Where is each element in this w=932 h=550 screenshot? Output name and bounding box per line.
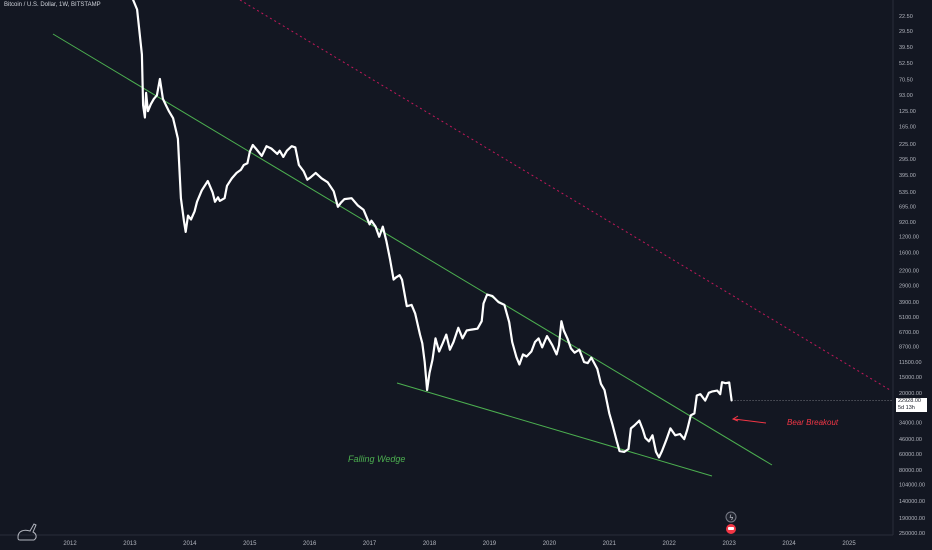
- price-tick-label: 39.50: [899, 45, 913, 51]
- time-tick-label: 2023: [722, 541, 736, 547]
- price-tick-label: 52.50: [899, 61, 913, 67]
- price-tick-label: 920.00: [899, 220, 916, 226]
- breakout-arrow-head: [731, 415, 739, 422]
- price-tick-label: 695.00: [899, 204, 916, 210]
- price-tick-label: 225.00: [899, 142, 916, 148]
- time-tick-label: 2022: [663, 541, 677, 547]
- time-tick-label: 2020: [543, 541, 557, 547]
- earnings-glyph-icon: [728, 527, 734, 530]
- time-tick-label: 2021: [603, 541, 617, 547]
- price-tick-label: 104000.00: [899, 482, 925, 488]
- current-price-label: 22928.00: [898, 398, 921, 404]
- breakout-arrow: [733, 418, 767, 424]
- price-tick-label: 2200.00: [899, 268, 919, 274]
- price-tick-label: 8700.00: [899, 345, 919, 351]
- price-tick-label: 22.50: [899, 14, 913, 20]
- price-tick-label: 29.50: [899, 29, 913, 35]
- time-tick-label: 2014: [183, 541, 197, 547]
- time-tick-label: 2012: [63, 541, 77, 547]
- price-tick-label: 1600.00: [899, 251, 919, 257]
- wedge-upper-line[interactable]: [52, 33, 773, 466]
- price-tick-label: 1200.00: [899, 235, 919, 241]
- price-series-line[interactable]: [131, 0, 733, 459]
- price-tick-label: 190000.00: [899, 516, 925, 522]
- time-tick-label: 2024: [782, 541, 796, 547]
- current-price-tag: 22928.00 5d 13h: [895, 397, 928, 413]
- annotation-falling-wedge: Falling Wedge: [348, 454, 405, 464]
- price-tick-label: 125.00: [899, 109, 916, 115]
- price-tick-label: 3900.00: [899, 300, 919, 306]
- time-axis[interactable]: 2012 2013 2014 2015 2016 2017 2018 2019 2020 2021…: [63, 541, 856, 547]
- price-tick-label: 140000.00: [899, 499, 925, 505]
- price-tick-label: 46000.00: [899, 437, 922, 443]
- time-tick-label: 2015: [243, 541, 257, 547]
- price-tick-label: 20000.00: [899, 391, 922, 397]
- dashed-trend-line[interactable]: [239, 0, 891, 391]
- time-tick-label: 2018: [423, 541, 437, 547]
- time-tick-label: 2017: [363, 541, 377, 547]
- wedge-lower-line[interactable]: [396, 382, 713, 477]
- price-tick-label: 295.00: [899, 157, 916, 163]
- annotation-bear-breakout: Bear Breakout: [787, 418, 839, 427]
- price-tick-label: 250000.00: [899, 531, 925, 537]
- price-tick-label: 93.00: [899, 93, 913, 99]
- price-tick-label: 535.00: [899, 190, 916, 196]
- time-tick-label: 2016: [303, 541, 317, 547]
- lightning-glyph-icon: ϟ: [729, 514, 734, 522]
- bar-countdown-label: 5d 13h: [898, 405, 915, 411]
- price-tick-label: 165.00: [899, 125, 916, 131]
- price-tick-label: 80000.00: [899, 468, 922, 474]
- price-tick-label: 395.00: [899, 173, 916, 179]
- price-axis[interactable]: 22.50 29.50 39.50 52.50 70.50 93.00 125.00 165.…: [899, 14, 925, 537]
- price-tick-label: 6700.00: [899, 330, 919, 336]
- chart-title: Bitcoin / U.S. Dollar, 1W, BITSTAMP: [4, 2, 101, 8]
- time-tick-label: 2013: [123, 541, 137, 547]
- price-tick-label: 5100.00: [899, 315, 919, 321]
- price-tick-label: 60000.00: [899, 452, 922, 458]
- price-tick-label: 70.50: [899, 77, 913, 83]
- time-tick-label: 2025: [842, 541, 856, 547]
- time-tick-label: 2019: [483, 541, 497, 547]
- price-tick-label: 2900.00: [899, 284, 919, 290]
- price-tick-label: 11500.00: [899, 360, 922, 366]
- price-tick-label: 34000.00: [899, 420, 922, 426]
- lightning-event-icon[interactable]: [725, 511, 737, 523]
- price-tick-label: 15000.00: [899, 375, 922, 381]
- tradingview-logo-icon[interactable]: [17, 523, 37, 541]
